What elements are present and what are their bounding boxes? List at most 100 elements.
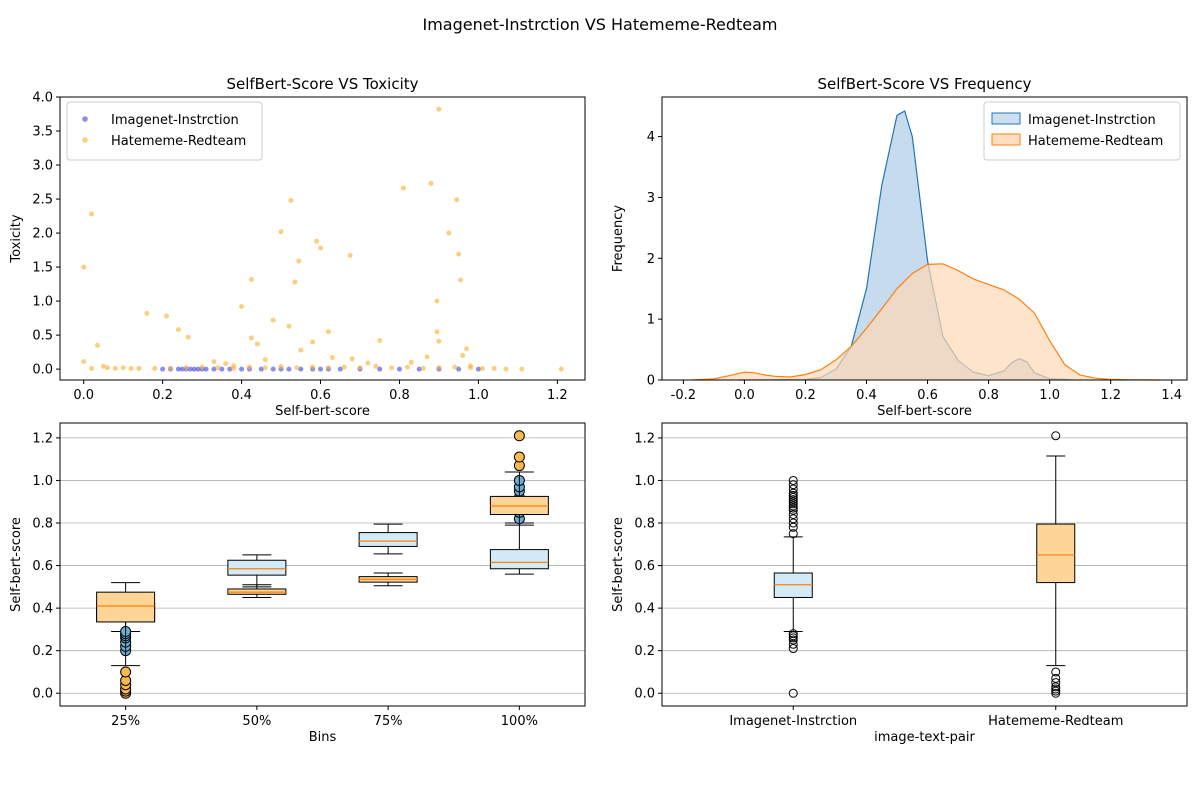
scatter-point xyxy=(187,366,193,372)
scatter-xtick-label: 0.0 xyxy=(73,388,94,403)
bins-ytick-label: 0.4 xyxy=(32,602,53,617)
scatter-point xyxy=(203,366,209,372)
scatter-point xyxy=(183,365,189,371)
pairs-flier xyxy=(788,529,798,539)
scatter-point xyxy=(294,365,300,371)
kde-axes-frame xyxy=(661,96,1188,381)
scatter-legend-marker xyxy=(82,137,88,143)
kde-title: SelfBert-Score VS Frequency xyxy=(818,75,1032,93)
kde-legend-label: Imagenet-Instrction xyxy=(1028,113,1156,128)
scatter-point xyxy=(400,185,406,191)
scatter-point xyxy=(248,276,254,282)
pairs-flier xyxy=(788,488,798,498)
scatter-point xyxy=(349,356,355,362)
scatter-point xyxy=(128,365,134,371)
scatter-legend-label: Imagenet-Instrction xyxy=(111,113,239,128)
scatter-point xyxy=(164,313,170,319)
scatter-ytick-label: 2.5 xyxy=(32,193,53,208)
scatter-point xyxy=(310,339,316,345)
kde-xtick-label: 0.8 xyxy=(978,388,999,403)
scatter-point xyxy=(456,251,462,257)
pairs-flier xyxy=(788,518,798,528)
scatter-point xyxy=(519,366,525,372)
scatter-point xyxy=(179,366,185,372)
scatter-point xyxy=(436,365,442,371)
kde-fill-hatememe xyxy=(692,263,1160,380)
bins-flier xyxy=(513,430,525,442)
scatter-ytick-label: 1.5 xyxy=(32,261,53,276)
kde-legend-label: Hatememe-Redteam xyxy=(1028,134,1163,149)
scatter-point xyxy=(558,366,564,372)
kde-ylabel: Frequency xyxy=(611,205,626,272)
scatter-point xyxy=(89,365,95,371)
scatter-point xyxy=(420,365,426,371)
pairs-flier xyxy=(1051,686,1061,696)
bins-ylabel: Self-bert-score xyxy=(9,517,24,612)
scatter-point xyxy=(246,364,252,370)
bins-box xyxy=(358,532,418,547)
scatter-point xyxy=(424,354,430,360)
pairs-ytick-label: 0.2 xyxy=(634,644,655,659)
scatter-point xyxy=(195,366,201,372)
pairs-ytick-label: 0.6 xyxy=(634,559,655,574)
pairs-flier xyxy=(1051,682,1061,692)
kde-xtick-label: 0.0 xyxy=(734,388,755,403)
bins-xtick-label: 50% xyxy=(242,714,271,729)
pairs-flier xyxy=(1051,673,1061,683)
scatter-point xyxy=(298,366,304,372)
scatter-point xyxy=(310,364,316,370)
scatter-point xyxy=(120,365,126,371)
scatter-point xyxy=(479,365,485,371)
pairs-flier xyxy=(788,501,798,511)
pairs-flier xyxy=(788,688,798,698)
bins-ytick-label: 1.2 xyxy=(32,431,53,446)
scatter-point xyxy=(211,359,217,365)
scatter-axes-frame xyxy=(59,96,586,381)
pairs-flier xyxy=(788,635,798,645)
pairs-flier xyxy=(788,503,798,513)
scatter-point xyxy=(377,338,383,344)
scatter-point xyxy=(175,327,181,333)
scatter-point xyxy=(286,366,292,372)
scatter-legend-label: Hatememe-Redteam xyxy=(111,134,246,149)
scatter-xtick-label: 0.8 xyxy=(389,388,410,403)
scatter-legend-marker xyxy=(82,116,88,122)
scatter-point xyxy=(452,364,458,370)
scatter-point xyxy=(262,357,268,363)
kde-xlabel: Self-bert-score xyxy=(877,404,972,419)
scatter-point xyxy=(175,366,181,372)
kde-legend-patch xyxy=(991,133,1021,146)
pairs-flier xyxy=(788,633,798,643)
scatter-ylabel: Toxicity xyxy=(9,214,24,263)
kde-line-hatememe xyxy=(692,263,1160,381)
scatter-point xyxy=(446,230,452,236)
scatter-point xyxy=(211,366,217,372)
pairs-flier xyxy=(788,631,798,641)
pairs-ylabel: Self-bert-score xyxy=(611,517,626,612)
scatter-point xyxy=(144,310,150,316)
scatter-point xyxy=(81,264,87,270)
scatter-point xyxy=(454,197,460,203)
scatter-point xyxy=(191,366,197,372)
scatter-point xyxy=(491,365,497,371)
bins-xtick-label: 75% xyxy=(374,714,403,729)
scatter-point xyxy=(318,245,324,251)
scatter-point xyxy=(434,298,440,304)
scatter-point xyxy=(248,335,254,341)
scatter-xtick-label: 0.6 xyxy=(310,388,331,403)
pairs-flier xyxy=(788,475,798,485)
kde-xtick-label: 1.4 xyxy=(1161,388,1182,403)
scatter-point xyxy=(136,365,142,371)
scatter-point xyxy=(270,366,276,372)
scatter-point xyxy=(468,365,474,371)
scatter-point xyxy=(227,366,233,372)
scatter-point xyxy=(357,365,363,371)
bins-box xyxy=(96,591,156,623)
pairs-flier xyxy=(788,480,798,490)
pairs-flier xyxy=(1051,684,1061,694)
scatter-point xyxy=(286,323,292,329)
scatter-point xyxy=(436,338,442,344)
bins-flier xyxy=(120,666,132,678)
kde-ytick-label: 1 xyxy=(647,313,655,328)
scatter-point xyxy=(428,180,434,186)
